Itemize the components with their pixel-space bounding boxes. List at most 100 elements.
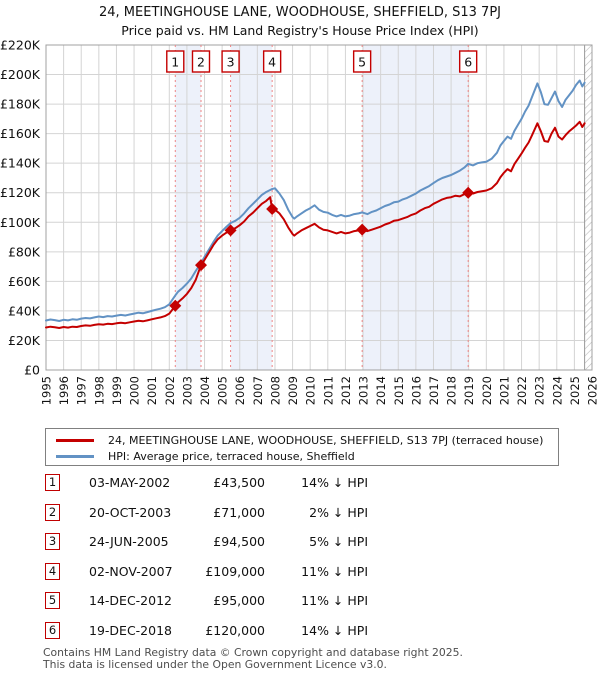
x-axis-tick-label: 2007 [251,376,265,405]
transaction-row: 4 02-NOV-2007 £109,000 11% ↓ HPI [0,562,600,592]
x-axis-tick-label: 1996 [57,376,71,405]
y-axis-tick-label: £220K [0,38,41,53]
ownership-period-band [362,45,469,370]
transaction-price: £120,000 [205,622,265,638]
y-axis-tick-label: £160K [0,126,41,141]
transaction-hpi-comparison: 14% ↓ HPI [301,622,368,638]
x-axis-tick-label: 2008 [268,376,282,405]
sale-number-label: 2 [197,55,205,70]
x-axis-tick-label: 2013 [357,376,371,405]
ownership-period-band [230,45,273,370]
transaction-hpi-comparison: 11% ↓ HPI [301,593,368,608]
footer-line2: This data is licensed under the Open Gov… [43,657,387,671]
plot-border [45,44,593,371]
transaction-hpi-comparison: 2% ↓ HPI [309,504,368,520]
chart-legend: 24, MEETINGHOUSE LANE, WOODHOUSE, SHEFFI… [45,428,559,466]
x-axis-tick-label: 2002 [163,376,177,405]
sale-number-badge [221,50,240,73]
transaction-price: £43,500 [213,475,265,490]
y-axis-tick-label: £120K [0,185,41,200]
x-axis-tick-label: 2023 [533,376,547,405]
transaction-date: 20-OCT-2003 [89,504,172,520]
transaction-price: £94,500 [213,534,265,549]
sale-point-marker [169,299,182,312]
transaction-number-badge: 5 [45,592,60,609]
legend-item-property: 24, MEETINGHOUSE LANE, WOODHOUSE, SHEFFI… [46,432,558,448]
transaction-hpi-comparison: 14% ↓ HPI [301,475,368,490]
sale-point-marker [462,186,475,199]
y-axis-tick-label: £100K [0,215,41,230]
sale-number-label: 1 [171,55,179,70]
x-axis-tick-label: 2019 [462,376,476,405]
x-axis-tick-label: 2018 [445,376,459,405]
x-axis-tick-label: 1997 [75,376,89,405]
sale-point-marker [194,259,207,272]
sale-number-label: 5 [358,55,366,70]
sale-number-badge [262,50,282,73]
license-footer: Contains HM Land Registry data © Crown c… [43,647,463,670]
sale-number-badge [191,50,211,73]
transaction-number-badge: 4 [45,562,60,580]
transaction-number-badge: 1 [45,474,60,491]
transactions-table: 1 03-MAY-2002 £43,500 14% ↓ HPI 2 20-OCT-2003… [0,473,600,650]
x-axis-tick-label: 1995 [40,376,54,405]
x-axis-tick-label: 2020 [480,376,494,405]
hpi-line [45,79,586,322]
x-axis-tick-label: 2017 [427,376,441,405]
x-axis-tick-label: 2025 [568,376,582,405]
x-axis-tick-label: 2015 [392,376,406,405]
y-axis-tick-label: £200K [0,67,41,82]
y-axis-tick-label: £0 [24,363,40,378]
property-price-line [45,120,586,329]
legend-label-property: 24, MEETINGHOUSE LANE, WOODHOUSE, SHEFFI… [108,433,544,447]
x-axis-tick-label: 2021 [497,376,511,405]
x-axis-tick-label: 2001 [145,376,159,405]
x-axis-tick-label: 2004 [198,376,212,405]
transaction-price: £71,000 [213,504,265,520]
x-axis-tick-label: 2012 [339,376,353,405]
sale-number-badge [352,50,372,73]
transaction-date: 02-NOV-2007 [89,563,173,579]
y-axis-tick-label: £20K [8,333,41,348]
x-axis-tick-label: 2016 [409,376,423,405]
page-subtitle: Price paid vs. HM Land Registry's House … [121,23,479,38]
transaction-price: £109,000 [205,563,265,579]
x-axis-tick-label: 2024 [550,376,564,405]
legend-label-hpi: HPI: Average price, terraced house, Shef… [108,449,355,463]
sale-number-label: 4 [268,55,276,70]
footer-line1: Contains HM Land Registry data © Crown c… [43,646,463,659]
price-history-chart: £0 £20K £40K £60K £80K £100K £120K £140K £160K £1… [0,38,600,406]
transaction-row: 3 24-JUN-2005 £94,500 5% ↓ HPI [0,532,600,562]
x-axis-tick-label: 2000 [128,376,142,405]
transaction-date: 19-DEC-2018 [89,622,172,638]
x-axis-tick-label: 2010 [304,376,318,405]
sale-point-marker [224,224,237,237]
x-axis-tick-label: 2009 [286,376,300,405]
x-axis-tick-label: 2026 [586,376,600,405]
property-line-swatch [56,438,94,442]
x-axis-tick-label: 2014 [374,376,388,405]
y-axis-tick-label: £60K [8,274,41,289]
x-axis-tick-label: 1999 [110,376,124,405]
x-axis-tick-label: 1998 [92,376,106,405]
sale-point-marker [266,202,279,215]
hpi-line-swatch [56,454,94,458]
transaction-date: 03-MAY-2002 [89,475,171,490]
transaction-number-badge: 3 [45,533,60,550]
transaction-row: 1 03-MAY-2002 £43,500 14% ↓ HPI [0,473,600,503]
sale-point-marker [356,223,369,236]
transaction-hpi-comparison: 5% ↓ HPI [309,534,368,549]
x-axis-tick-label: 2006 [233,376,247,405]
x-axis-tick-label: 2005 [216,376,230,405]
y-axis-tick-label: £140K [0,156,41,171]
ownership-period-band [175,45,201,370]
y-axis-tick-label: £180K [0,97,41,112]
transaction-date: 14-DEC-2012 [89,593,172,608]
future-hatch-region [584,45,592,370]
y-axis-tick-label: £40K [8,303,41,318]
transaction-number-badge: 6 [45,621,60,639]
transaction-row: 2 20-OCT-2003 £71,000 2% ↓ HPI [0,503,600,533]
transaction-number-badge: 2 [45,503,60,521]
sale-number-badge [166,50,185,73]
